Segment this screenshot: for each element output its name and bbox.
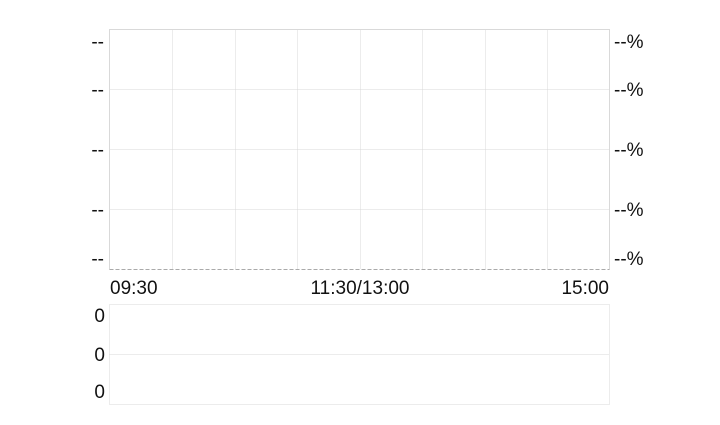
percent-axis-label: --% xyxy=(614,249,644,270)
percent-axis-label: --% xyxy=(614,200,644,221)
time-axis-label: 15:00 xyxy=(561,278,609,299)
price-axis-label: -- xyxy=(91,249,104,270)
volume-axis-label: 0 xyxy=(94,345,105,366)
percent-axis-label: --% xyxy=(614,80,644,101)
price-axis-label: -- xyxy=(91,140,104,161)
price-axis-label: -- xyxy=(91,200,104,221)
volume-chart-border xyxy=(109,304,610,405)
price-chart-border xyxy=(109,29,610,270)
percent-axis-label: --% xyxy=(614,32,644,53)
volume-axis-label: 0 xyxy=(94,382,105,403)
time-axis-label: 09:30 xyxy=(110,278,158,299)
percent-axis-label: --% xyxy=(614,140,644,161)
volume-axis-label: 0 xyxy=(94,306,105,327)
time-axis-label: 11:30/13:00 xyxy=(311,278,410,299)
price-axis-label: -- xyxy=(91,80,104,101)
price-axis-label: -- xyxy=(91,32,104,53)
